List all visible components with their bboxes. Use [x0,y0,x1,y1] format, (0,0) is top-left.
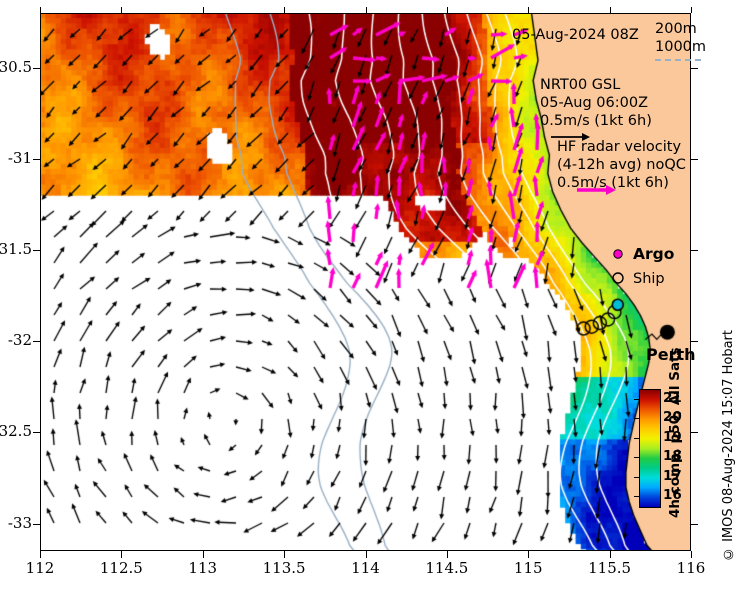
y-tick-label: -32.5 [0,422,32,441]
x-tick-mark-top [284,7,286,13]
x-tick-label: 113 [188,559,218,577]
depth-contour-1000m-label: 1000m [655,39,707,55]
x-tick-label: 112.5 [99,559,143,577]
x-tick-mark-top [202,7,204,13]
x-tick-mark [40,551,41,558]
argo-legend-label: Argo [633,245,675,263]
coastline-and-markers-layer [40,13,691,551]
x-tick-mark-top [446,7,448,13]
y-tick-label: -31 [7,148,32,167]
x-tick-label: 115 [513,559,543,577]
x-tick-mark [446,551,448,558]
x-tick-mark [121,551,123,558]
model-scale-line: 0.5m/s (1kt 6h) [540,113,652,129]
colorbar-tick-label: 16 [663,487,682,504]
y-tick-label: -30.5 [0,57,32,76]
model-vector-key-arrow [551,133,590,141]
radar-source-line-1: HF radar velocity [557,139,682,155]
x-tick-mark-top [691,7,692,13]
y-tick-mark-right [691,341,698,343]
y-tick-label: -32 [7,331,32,350]
x-tick-mark [528,551,530,558]
copyright-credit: © IMOS 08-Aug-2024 15:07 Hobart [721,330,736,562]
y-tick-label: -33 [7,513,32,532]
x-tick-mark [609,551,611,558]
x-tick-mark-top [365,7,367,13]
colorbar-tick-mark [634,418,639,420]
x-tick-mark-top [40,7,41,13]
timestamp-annotation: 05-Aug-2024 08Z [512,27,639,43]
colorbar-tick-mark [634,398,639,400]
colorbar-tick-mark [634,496,639,498]
colorbar-tick-label: 18 [663,448,682,465]
y-tick-mark [33,250,40,252]
radar-scale-line: 0.5m/s (1kt 6h) [557,175,669,191]
y-tick-mark-right [691,67,698,69]
x-tick-mark [284,551,286,558]
radar-source-line-2: (4-12h avg) noQC [557,157,686,173]
x-tick-mark [202,551,204,558]
colorbar-tick-mark [634,457,639,459]
depth-contour-200m-label: 200m [655,21,697,37]
y-tick-mark [33,67,40,69]
y-tick-mark [33,341,40,343]
x-tick-label: 114.5 [425,559,469,577]
y-tick-mark-right [691,523,698,525]
x-tick-mark-top [609,7,611,13]
colorbar-gradient [639,389,661,508]
colorbar-axis-label: 4h comp, p50, All Sats [667,347,683,518]
map-plot-area[interactable] [40,13,691,551]
y-tick-mark-right [691,432,698,434]
ship-legend-label: Ship [633,271,665,287]
x-tick-mark-top [528,7,530,13]
radar-vector-key-arrow [577,185,616,195]
colorbar-tick-label: 17 [663,467,682,484]
y-tick-mark [33,158,40,160]
colorbar-tick-label: 19 [663,428,682,445]
colorbar-tick-label: 21 [663,389,682,406]
perth-city-label: Perth [646,345,696,364]
ship-legend-marker [612,272,624,284]
x-tick-label: 112 [25,559,55,577]
y-tick-mark-right [691,158,698,160]
x-tick-mark [365,551,367,558]
x-tick-label: 116 [676,559,706,577]
x-tick-label: 115.5 [588,559,632,577]
depth-contour-1000m-sample [655,59,701,61]
x-tick-mark-top [121,7,123,13]
model-source-line-2: 05-Aug 06:00Z [540,95,649,111]
colorbar-tick-label: 20 [663,409,682,426]
y-tick-label: -31.5 [0,240,32,259]
model-source-line-1: NRT00 GSL [540,77,621,93]
x-tick-label: 114 [351,559,380,577]
x-tick-mark [691,551,692,558]
y-tick-mark [33,432,40,434]
y-tick-mark-right [691,250,698,252]
y-tick-mark [33,523,40,525]
argo-legend-marker [613,249,623,259]
x-tick-label: 113.5 [262,559,306,577]
colorbar-tick-mark [634,437,639,439]
colorbar-tick-mark [634,476,639,478]
